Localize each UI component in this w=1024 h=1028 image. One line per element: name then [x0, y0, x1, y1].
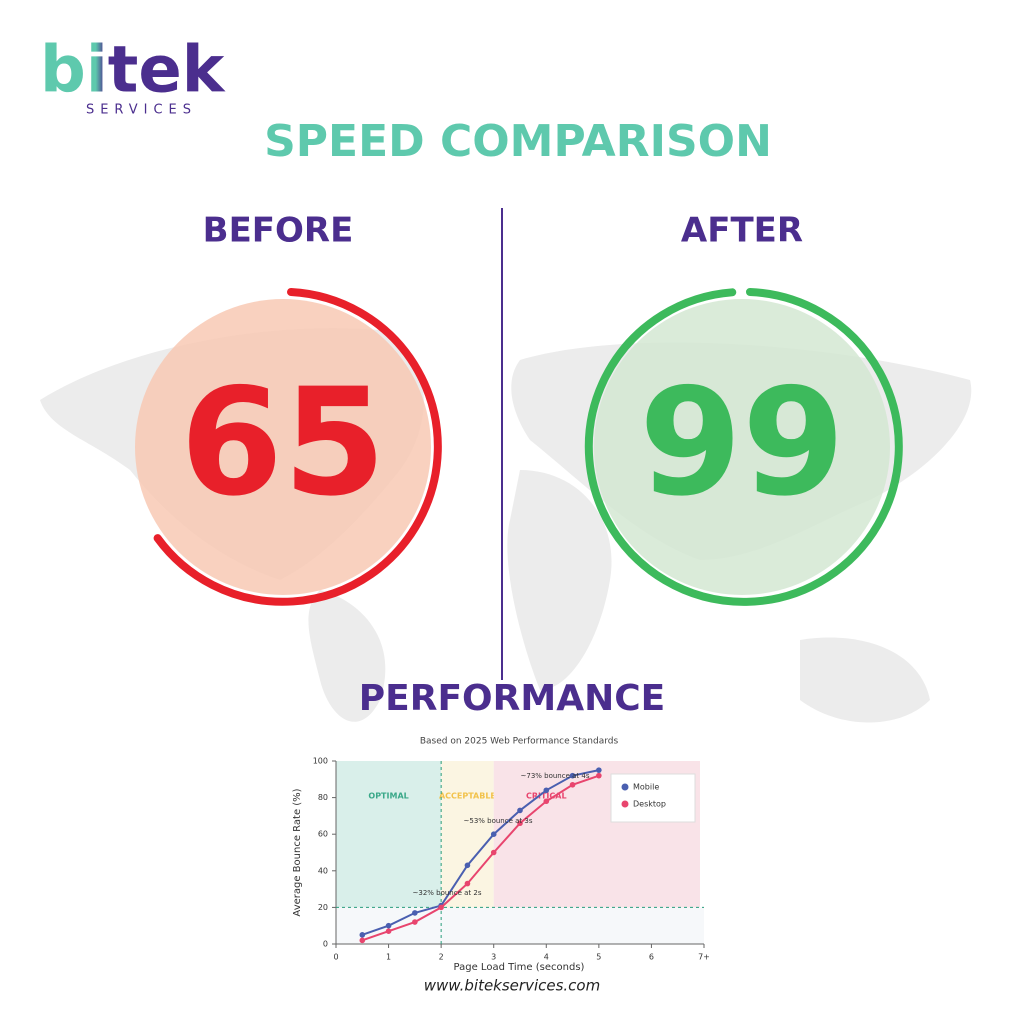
zone-label: ACCEPTABLE — [439, 792, 496, 801]
point — [543, 787, 550, 794]
x-axis-label: Page Load Time (seconds) — [454, 962, 585, 973]
gauge-face — [135, 299, 431, 595]
point — [490, 849, 497, 856]
point — [385, 922, 392, 929]
legend-marker — [621, 783, 629, 791]
annotation: ~32% bounce at 2s — [413, 889, 482, 897]
gauge-arc — [153, 288, 442, 606]
series-line — [361, 774, 600, 942]
point — [596, 772, 602, 779]
title: SPEED COMPARISON — [264, 116, 772, 167]
chart-subtitle: Based on 2025 Web Performance Standards — [420, 737, 619, 747]
x-tick-label: 3 — [491, 953, 496, 962]
x-tick-label: 2 — [439, 953, 444, 962]
legend-box — [610, 773, 696, 823]
point — [412, 919, 418, 925]
logo: bitek — [40, 34, 226, 108]
after-label: AFTER — [681, 211, 803, 251]
legend-label: Mobile — [633, 783, 659, 792]
gauge-score: 65 — [180, 357, 386, 529]
point — [517, 820, 523, 827]
x-tick-label: 6 — [649, 953, 654, 962]
annotation: ~73% bounce at 4s — [521, 772, 590, 780]
annotation: ~53% bounce at 3s — [464, 817, 533, 825]
before-label: BEFORE — [203, 211, 354, 251]
gauge-score: 99 — [639, 357, 845, 529]
y-tick-label: 20 — [318, 903, 328, 912]
gauge-arc — [584, 288, 903, 606]
x-tick-label: 5 — [596, 953, 601, 962]
point — [412, 910, 418, 916]
point — [596, 767, 602, 773]
point — [359, 932, 366, 938]
point — [543, 798, 550, 805]
footer: www.bitekservices.com — [424, 977, 600, 995]
point — [569, 781, 576, 788]
y-tick-label: 0 — [323, 940, 328, 949]
series-line — [361, 769, 600, 936]
plot-lower — [336, 907, 704, 944]
point — [490, 831, 497, 837]
point — [464, 880, 471, 887]
point — [385, 928, 392, 934]
section-title: PERFORMANCE — [359, 678, 665, 719]
point — [464, 862, 471, 869]
logo-tagline: SERVICES — [86, 103, 197, 118]
y-tick-label: 60 — [318, 830, 328, 839]
zone-label: CRITICAL — [526, 792, 567, 801]
legend-marker — [621, 800, 629, 808]
x-tick-label: 4 — [544, 953, 549, 962]
point — [438, 904, 444, 911]
zone — [336, 761, 442, 908]
x-tick-label: 7+ — [698, 953, 710, 962]
zone-label: OPTIMAL — [368, 792, 408, 801]
y-tick-label: 100 — [313, 757, 328, 766]
legend-label: Desktop — [633, 800, 666, 809]
point — [569, 772, 576, 779]
x-tick-label: 0 — [333, 953, 338, 962]
y-tick-label: 80 — [318, 793, 328, 802]
y-tick-label: 40 — [318, 866, 328, 875]
y-axis-label: Average Bounce Rate (%) — [292, 788, 303, 916]
point — [359, 937, 366, 944]
x-tick-label: 1 — [386, 953, 391, 962]
gauge-face — [594, 299, 890, 595]
point — [517, 807, 523, 814]
